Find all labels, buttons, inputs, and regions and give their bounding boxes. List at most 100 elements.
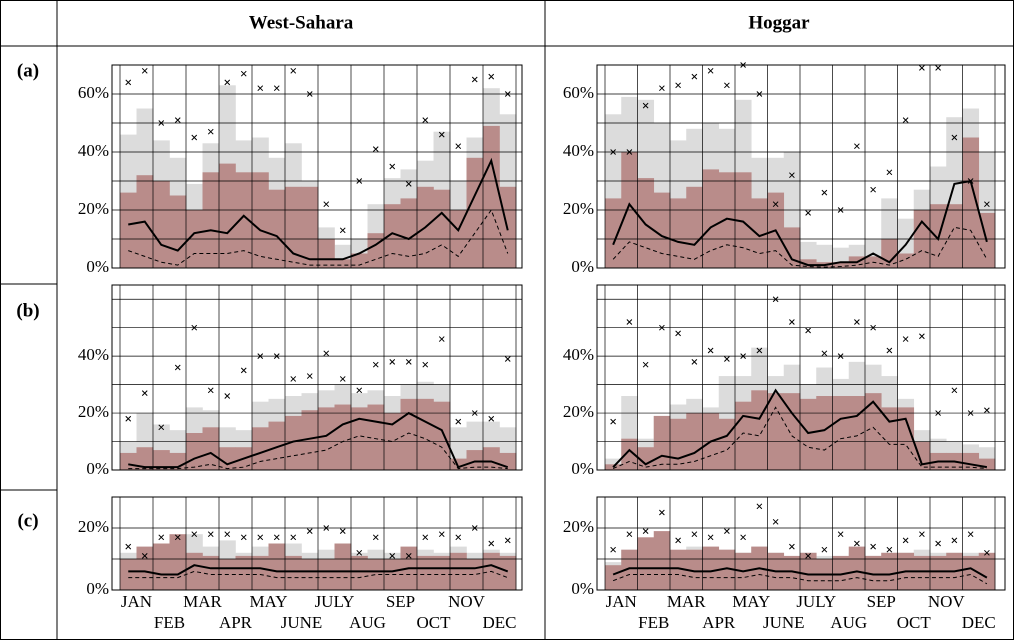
band-bar bbox=[865, 555, 882, 590]
max-marker bbox=[455, 418, 462, 425]
band-bar bbox=[832, 396, 850, 470]
band-bar bbox=[800, 259, 817, 268]
max-marker bbox=[821, 189, 828, 196]
band-bar bbox=[252, 555, 269, 590]
band-bar bbox=[433, 555, 451, 590]
band-bar bbox=[318, 559, 335, 590]
max-marker bbox=[257, 85, 264, 92]
x-tick-label: NOV bbox=[928, 592, 966, 611]
x-tick-label: OCT bbox=[417, 613, 452, 632]
band-bar bbox=[351, 407, 368, 470]
panel: 0% 20% 40% bbox=[563, 284, 1006, 478]
band-bar bbox=[686, 186, 703, 268]
max-marker bbox=[626, 531, 633, 538]
plot-frame bbox=[596, 64, 1006, 269]
max-marker bbox=[290, 376, 297, 382]
max-marker bbox=[805, 210, 811, 216]
max-marker bbox=[870, 186, 876, 193]
band-bar bbox=[783, 227, 801, 268]
band-bar bbox=[637, 447, 655, 470]
x-tick-label: FEB bbox=[638, 613, 669, 632]
max-marker bbox=[610, 418, 616, 425]
max-marker bbox=[504, 537, 511, 544]
band-bar bbox=[136, 447, 154, 470]
band-bar bbox=[499, 555, 517, 590]
max-marker bbox=[207, 128, 214, 135]
band-bar bbox=[433, 401, 451, 470]
max-marker bbox=[422, 117, 429, 123]
max-marker bbox=[207, 387, 214, 394]
y-tick-label: 0% bbox=[571, 459, 594, 478]
max-marker bbox=[455, 534, 462, 541]
panel: 0% 20% 40% bbox=[78, 284, 523, 478]
max-marker bbox=[642, 528, 649, 534]
max-marker bbox=[902, 336, 909, 342]
max-marker bbox=[789, 172, 795, 179]
x-tick-label: APR bbox=[702, 613, 736, 632]
x-tick-label: JAN bbox=[606, 592, 637, 611]
y-tick-label: 20% bbox=[563, 402, 594, 421]
band-bar bbox=[962, 137, 980, 268]
y-tick-label: 0% bbox=[86, 257, 109, 276]
max-marker bbox=[405, 553, 412, 559]
max-marker bbox=[626, 319, 633, 325]
max-marker bbox=[707, 347, 714, 354]
max-marker bbox=[935, 65, 941, 71]
band-bar bbox=[235, 555, 253, 590]
band-bar bbox=[621, 438, 638, 470]
plot-frame bbox=[596, 496, 1006, 591]
band-bar bbox=[367, 233, 385, 268]
band-bar bbox=[670, 418, 687, 470]
band-bar bbox=[186, 433, 203, 470]
max-marker bbox=[724, 82, 730, 89]
band-bar bbox=[268, 189, 286, 268]
band-bar bbox=[186, 552, 203, 590]
x-tick-label: OCT bbox=[897, 613, 932, 632]
max-marker bbox=[339, 376, 346, 382]
max-marker bbox=[405, 358, 412, 365]
x-tick-label: APR bbox=[219, 613, 253, 632]
max-marker bbox=[488, 415, 495, 422]
max-marker bbox=[339, 528, 346, 534]
x-tick-label: FEB bbox=[154, 613, 185, 632]
max-marker bbox=[158, 424, 165, 431]
max-marker bbox=[191, 531, 198, 538]
band-bar bbox=[120, 192, 137, 268]
band-bar bbox=[334, 259, 352, 268]
band-bar bbox=[219, 447, 236, 470]
y-tick-label: 0% bbox=[571, 257, 594, 276]
band-bar bbox=[800, 552, 817, 590]
max-marker bbox=[919, 65, 925, 71]
band-bar bbox=[202, 172, 220, 268]
max-marker bbox=[422, 534, 429, 541]
x-tick-label: AUG bbox=[349, 613, 386, 632]
band-bar bbox=[718, 549, 736, 590]
max-marker bbox=[240, 70, 247, 77]
x-tick-label: MAY bbox=[249, 592, 287, 611]
max-marker bbox=[389, 358, 396, 365]
max-marker bbox=[951, 134, 958, 141]
max-marker bbox=[290, 534, 297, 541]
max-marker bbox=[372, 534, 379, 541]
x-tick-label: JUNE bbox=[281, 613, 323, 632]
x-tick-label: SEP bbox=[386, 592, 415, 611]
column-header: Hoggar bbox=[748, 12, 810, 33]
band-bar bbox=[318, 239, 335, 268]
band-bar bbox=[718, 172, 736, 268]
band-bar bbox=[783, 393, 801, 470]
band-bar bbox=[637, 537, 655, 590]
max-marker bbox=[935, 540, 941, 547]
max-marker bbox=[837, 531, 844, 538]
band-bar bbox=[169, 195, 187, 268]
band-bar bbox=[881, 407, 898, 470]
band-bar bbox=[252, 427, 269, 470]
band-bar bbox=[450, 552, 467, 590]
band-bar bbox=[653, 192, 671, 268]
band-bar bbox=[881, 552, 898, 590]
max-marker bbox=[642, 361, 649, 368]
max-marker bbox=[273, 85, 280, 92]
band-bar bbox=[285, 186, 302, 268]
band-bar bbox=[637, 178, 655, 268]
max-marker bbox=[405, 181, 412, 187]
